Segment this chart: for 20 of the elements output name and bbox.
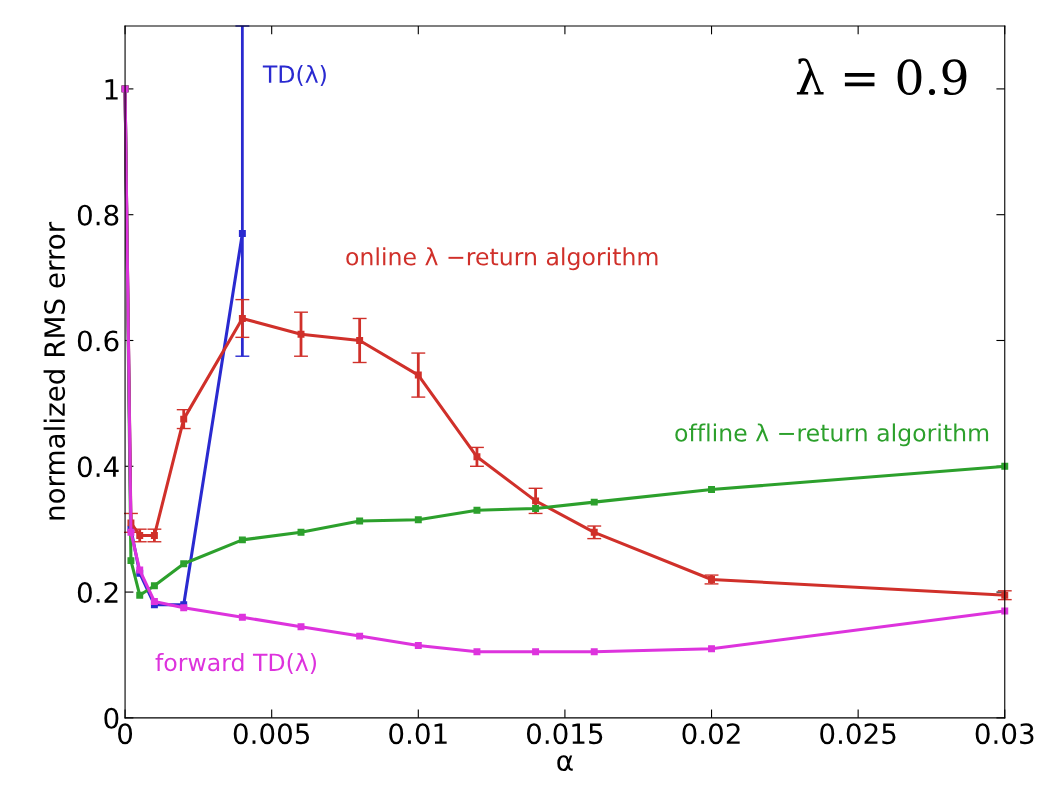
x-tick-label: 0.03 <box>975 723 1034 745</box>
x-tick-label: 0 <box>118 723 133 745</box>
y-tick-label: 0.6 <box>77 330 119 352</box>
text: TD(λ) <box>262 64 326 86</box>
y-tick-label: 1 <box>105 79 118 100</box>
x-tick-label: 0.005 <box>233 723 310 745</box>
y-tick-label: 0 <box>104 707 119 729</box>
x-tick-label: 0.025 <box>820 723 896 745</box>
annotation: λ = 0.9 <box>796 58 967 96</box>
x-tick-label: 0.01 <box>389 723 447 745</box>
series-label: forward TD(λ) <box>155 652 316 675</box>
text: online λ −return algorithm <box>346 247 658 271</box>
x-axis-title: α <box>557 755 573 772</box>
y-tick-label: 0.4 <box>77 456 119 478</box>
y-tick-label: 0.2 <box>77 582 118 604</box>
series-label: offline λ −return algorithm <box>675 423 989 447</box>
x-tick-label: 0.015 <box>526 723 603 745</box>
y-axis-title: normalized RMS error <box>43 221 66 520</box>
x-tick-label: 0.02 <box>682 723 740 745</box>
y-tick-label: 0.8 <box>77 204 119 226</box>
